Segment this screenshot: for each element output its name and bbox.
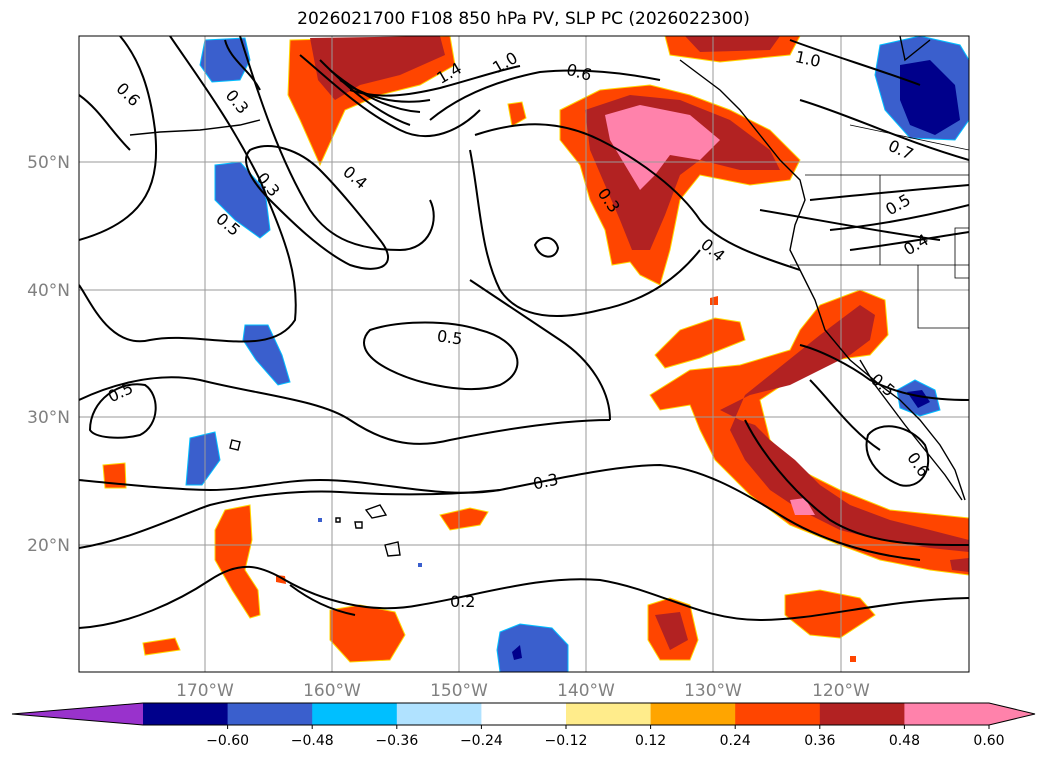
- lat-tick-label: 20°N: [27, 536, 70, 556]
- colorbar-segment: [650, 703, 736, 725]
- lat-tick-label: 40°N: [27, 281, 70, 301]
- colorbar-segment: [566, 703, 652, 725]
- colorbar-segment: [819, 703, 905, 725]
- lon-tick-label: 160°W: [303, 681, 361, 701]
- lat-tick-label: 50°N: [27, 153, 70, 173]
- colorbar-tick-label: −0.48: [291, 733, 334, 749]
- lon-tick-label: 140°W: [557, 681, 615, 701]
- colorbar-extend-low: [12, 703, 143, 725]
- coastlines: [129, 36, 966, 557]
- lon-tick-label: 130°W: [684, 681, 742, 701]
- slp-contours: [79, 36, 969, 629]
- lat-tick-labels: 50°N 40°N 30°N 20°N: [27, 153, 70, 556]
- colorbar-tick-labels: −0.60 −0.48 −0.36 −0.24 −0.12 0.12 0.24 0.36 0.4…: [206, 725, 1005, 749]
- lon-tick-label: 150°W: [430, 681, 488, 701]
- lon-tick-labels: 170°W 160°W 150°W 140°W 130°W 120°W: [176, 681, 870, 701]
- contour-label: 0.3: [531, 470, 560, 494]
- colorbar-tick-label: 0.36: [804, 733, 835, 749]
- colorbar-segment: [481, 703, 567, 725]
- graticule: [79, 36, 969, 672]
- colorbar-tick-label: 0.60: [973, 733, 1004, 749]
- colorbar-outline: [11, 702, 1036, 726]
- contour-label: 0.5: [436, 326, 464, 348]
- colorbar-tick-label: 0.24: [720, 733, 751, 749]
- colorbar-segment: [904, 703, 990, 725]
- contour-label: 0.2: [450, 592, 475, 611]
- colorbar-tick-label: −0.12: [545, 733, 588, 749]
- colorbar-segment: [735, 703, 821, 725]
- colorbar-segment: [143, 703, 229, 725]
- colorbar-segment: [227, 703, 313, 725]
- pv-positive-fills: [102, 36, 969, 663]
- lon-tick-label: 170°W: [176, 681, 234, 701]
- lat-tick-label: 30°N: [27, 408, 70, 428]
- map-title: 2026021700 F108 850 hPa PV, SLP PC (2026…: [297, 9, 750, 29]
- colorbar: [11, 702, 1036, 726]
- contour-label: 1.0: [793, 47, 822, 71]
- colorbar-tick-label: −0.24: [460, 733, 503, 749]
- colorbar-segment: [312, 703, 398, 725]
- colorbar-tick-label: 0.48: [889, 733, 920, 749]
- borders: [790, 124, 969, 329]
- colorbar-tick-label: −0.60: [206, 733, 249, 749]
- map-frame: [78, 35, 970, 673]
- colorbar-segment: [396, 703, 482, 725]
- lon-tick-label: 120°W: [812, 681, 870, 701]
- colorbar-tick-label: −0.36: [375, 733, 418, 749]
- pv-negative-fills: [185, 36, 969, 672]
- colorbar-extend-high: [989, 703, 1035, 725]
- colorbar-tick-label: 0.12: [635, 733, 666, 749]
